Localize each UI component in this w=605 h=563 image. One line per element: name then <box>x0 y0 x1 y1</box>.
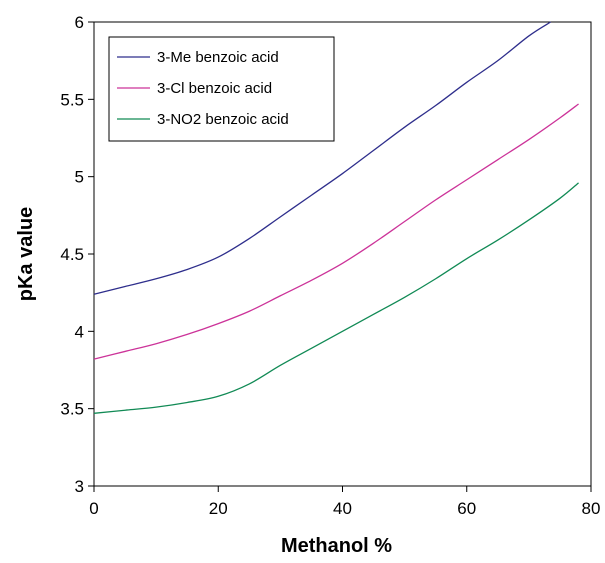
plot-area <box>93 21 579 414</box>
x-axis-title: Methanol % <box>281 535 392 557</box>
y-tick-label: 3 <box>75 477 84 496</box>
x-tick-label: 0 <box>89 499 98 518</box>
legend-box <box>108 36 335 142</box>
axes: 0 20 40 60 80 3 3.5 4 4.5 5 5.5 6 <box>60 13 600 518</box>
legend-label-2: 3-Cl benzoic acid <box>157 80 272 97</box>
y-tick-label: 3.5 <box>60 400 84 419</box>
x-tick-label: 40 <box>333 499 352 518</box>
legend-label-3: 3-NO2 benzoic acid <box>157 111 289 128</box>
series-line-2 <box>93 103 579 360</box>
x-tick-label: 80 <box>582 499 601 518</box>
x-tick-label: 20 <box>209 499 228 518</box>
y-tick-label: 4.5 <box>60 245 84 264</box>
y-tick-label: 6 <box>75 13 84 32</box>
legend: 3-Me benzoic acid 3-Cl benzoic acid 3-NO2 … <box>108 36 335 142</box>
y-tick-label: 5 <box>75 168 84 187</box>
x-axis-title-group: Methanol % <box>281 535 392 557</box>
series-line-1 <box>93 21 551 295</box>
legend-label-1: 3-Me benzoic acid <box>157 49 279 66</box>
series-line-3 <box>93 182 579 414</box>
x-tick-label: 60 <box>457 499 476 518</box>
y-tick-label: 5.5 <box>60 90 84 109</box>
y-axis-title-group: pKa value <box>15 207 37 301</box>
y-tick-label: 4 <box>75 322 84 341</box>
y-axis-title: pKa value <box>15 207 37 301</box>
